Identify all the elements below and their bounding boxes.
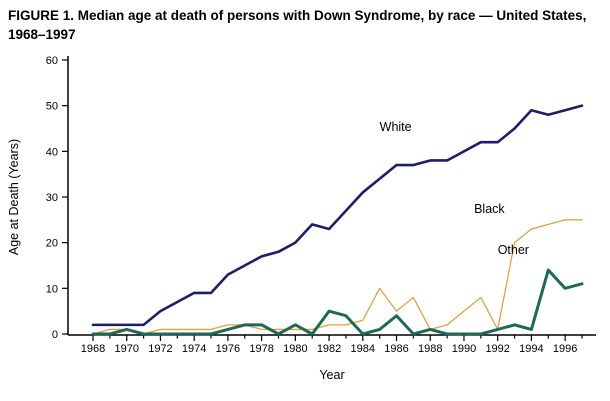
x-tick-label: 1972 (148, 343, 172, 355)
line-chart: 0 10 20 30 40 50 60 1968 1970 1972 1974 1976 1978 198… (7, 55, 596, 382)
series-label-black: Black (474, 202, 505, 216)
x-tick-label: 1970 (114, 343, 138, 355)
series-line-white (91, 104, 584, 326)
series-line-other (91, 268, 584, 336)
x-tick-label: 1976 (216, 343, 240, 355)
y-tick-label: 50 (46, 100, 58, 112)
figure-title: FIGURE 1. Median age at death of persons… (8, 8, 587, 42)
x-axis-title: Year (319, 368, 344, 382)
x-tick-label: 1974 (182, 343, 206, 355)
y-tick-label: 10 (46, 283, 58, 295)
y-tick-label: 40 (46, 146, 58, 158)
series-label-white: White (380, 120, 412, 134)
y-tick-label: 20 (46, 237, 58, 249)
x-tick-label: 1986 (384, 343, 408, 355)
x-tick-label: 1988 (418, 343, 442, 355)
y-axis-title: Age at Death (Years) (7, 139, 21, 255)
x-tick-label: 1996 (553, 343, 577, 355)
y-tick-label: 0 (52, 329, 58, 341)
y-tick-label: 30 (46, 192, 58, 204)
x-tick-label: 1992 (485, 343, 509, 355)
y-tick-label: 60 (46, 55, 58, 67)
x-tick-label: 1990 (452, 343, 476, 355)
x-tick-label: 1978 (249, 343, 273, 355)
series-line-black (92, 218, 583, 335)
x-tick-label: 1984 (351, 343, 375, 355)
x-tick-label: 1982 (317, 343, 341, 355)
x-tick-label: 1980 (283, 343, 307, 355)
series-label-other: Other (498, 243, 529, 257)
x-tick-label: 1968 (81, 343, 105, 355)
x-tick-label: 1994 (519, 343, 543, 355)
